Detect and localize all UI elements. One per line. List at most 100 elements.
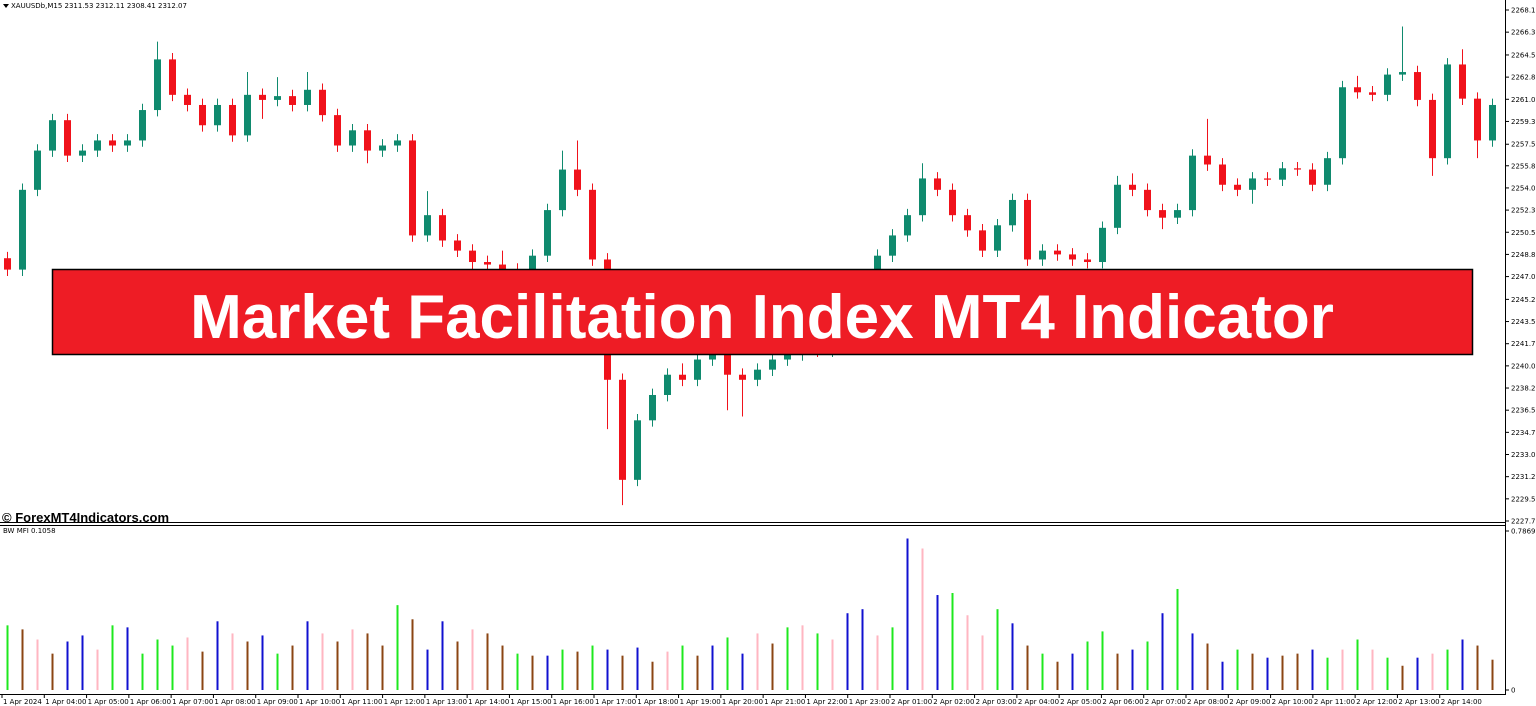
candle-body — [499, 264, 506, 270]
x-tick-label: 2 Apr 06:00 — [1102, 698, 1143, 706]
candle-body — [469, 250, 476, 263]
candle-body — [1054, 250, 1061, 255]
x-tick-label: 1 Apr 16:00 — [553, 698, 594, 706]
candle-body — [889, 235, 896, 256]
candle-body — [1309, 169, 1316, 185]
x-tick-label: 1 Apr 06:00 — [130, 698, 171, 706]
candle-body — [1414, 72, 1421, 100]
candle-body — [754, 369, 761, 380]
candle-body — [319, 89, 326, 116]
candle-body — [184, 94, 191, 105]
y-tick-label: 2261.05 — [1511, 96, 1536, 104]
candle-body — [634, 420, 641, 480]
y-tick-label: 2255.80 — [1511, 162, 1536, 170]
y-tick-label: 2257.50 — [1511, 141, 1536, 149]
x-tick-label: 1 Apr 23:00 — [849, 698, 890, 706]
candle-body — [109, 140, 116, 146]
candle-body — [1444, 64, 1451, 159]
candle-body — [274, 96, 281, 100]
candle-body — [529, 255, 536, 275]
candle-body — [994, 225, 1001, 251]
candle-body — [214, 104, 221, 126]
candle-body — [1009, 199, 1016, 226]
candle-body — [1459, 64, 1466, 99]
x-tick-label: 2 Apr 09:00 — [1229, 698, 1270, 706]
x-tick-label: 2 Apr 04:00 — [1018, 698, 1059, 706]
candle-body — [904, 215, 911, 236]
x-tick-label: 1 Apr 19:00 — [680, 698, 721, 706]
candle-body — [289, 96, 296, 105]
candle-body — [4, 258, 11, 270]
candle-body — [394, 140, 401, 146]
x-tick-label: 1 Apr 07:00 — [172, 698, 213, 706]
x-tick-label: 1 Apr 20:00 — [722, 698, 763, 706]
candle-body — [1234, 184, 1241, 190]
y-tick-label: 2236.50 — [1511, 407, 1536, 415]
candle-body — [364, 130, 371, 151]
y-tick-label: 2252.30 — [1511, 207, 1536, 215]
candle-body — [64, 120, 71, 156]
y-tick-label: 2254.05 — [1511, 184, 1536, 192]
symbol-title: XAUUSDb,M15 2311.53 2312.11 2308.41 2312… — [11, 2, 187, 10]
y-tick-label: 2234.75 — [1511, 429, 1536, 437]
x-tick-label: 2 Apr 08:00 — [1187, 698, 1228, 706]
x-tick-label: 1 Apr 18:00 — [637, 698, 678, 706]
x-tick-label: 1 Apr 13:00 — [426, 698, 467, 706]
x-tick-label: 1 Apr 12:00 — [384, 698, 425, 706]
candle-body — [1069, 254, 1076, 260]
y-tick-label: 2231.25 — [1511, 473, 1536, 481]
x-tick-label: 1 Apr 2024 — [3, 698, 42, 706]
x-tick-label: 1 Apr 11:00 — [341, 698, 382, 706]
menu-triangle — [3, 4, 9, 8]
candle-body — [544, 210, 551, 256]
candle-body — [559, 169, 566, 211]
plot: 2268.10 2266.35 2264.55 2262.80 2261.05 2259.… — [1, 7, 1536, 706]
candle-body — [664, 374, 671, 395]
y-tick-label: 2240.00 — [1511, 362, 1536, 370]
candle-body — [1249, 178, 1256, 190]
candle-body — [589, 189, 596, 260]
x-tick-label: 1 Apr 09:00 — [257, 698, 298, 706]
x-tick-label: 2 Apr 12:00 — [1356, 698, 1397, 706]
candle-body — [784, 354, 791, 360]
candle-body — [1324, 158, 1331, 185]
candle-body — [739, 374, 746, 380]
candle-body — [34, 150, 41, 190]
candle-body — [1369, 92, 1376, 95]
candle-body — [574, 169, 581, 190]
candle-body — [694, 359, 701, 380]
candle-body — [1099, 227, 1106, 263]
watermark: © ForexMT4Indicators.com — [2, 510, 169, 525]
candle-body — [1159, 210, 1166, 218]
y-tick-label: 2264.55 — [1511, 51, 1536, 59]
candle-body — [94, 140, 101, 151]
y-tick-label: 2259.30 — [1511, 118, 1536, 126]
y-tick-label: 2266.35 — [1511, 29, 1536, 37]
y-tick-label: 2262.80 — [1511, 74, 1536, 82]
candle-body — [649, 394, 656, 421]
candle-body — [1114, 184, 1121, 228]
candle-body — [1084, 259, 1091, 263]
x-tick-label: 2 Apr 02:00 — [933, 698, 974, 706]
candle-body — [454, 240, 461, 251]
y-tick-label: 2245.25 — [1511, 296, 1536, 304]
x-tick-label: 2 Apr 03:00 — [976, 698, 1017, 706]
banner — [51, 268, 1474, 356]
candle-body — [1264, 178, 1271, 180]
candle-body — [379, 145, 386, 151]
candle-body — [169, 59, 176, 95]
y-tick-label: 2250.55 — [1511, 229, 1536, 237]
banner-title: Market Facilitation Index MT4 Indicator — [190, 283, 1334, 352]
x-tick-label: 2 Apr 05:00 — [1060, 698, 1101, 706]
candle-body — [769, 359, 776, 370]
candle-body — [1144, 189, 1151, 211]
x-tick-label: 1 Apr 22:00 — [806, 698, 847, 706]
candle-body — [259, 94, 266, 100]
candle-body — [1429, 99, 1436, 159]
x-tick-label: 2 Apr 07:00 — [1145, 698, 1186, 706]
candle-body — [1294, 168, 1301, 170]
x-tick-label: 2 Apr 13:00 — [1398, 698, 1439, 706]
candle-body — [724, 350, 731, 375]
x-tick-label: 2 Apr 14:00 — [1441, 698, 1482, 706]
